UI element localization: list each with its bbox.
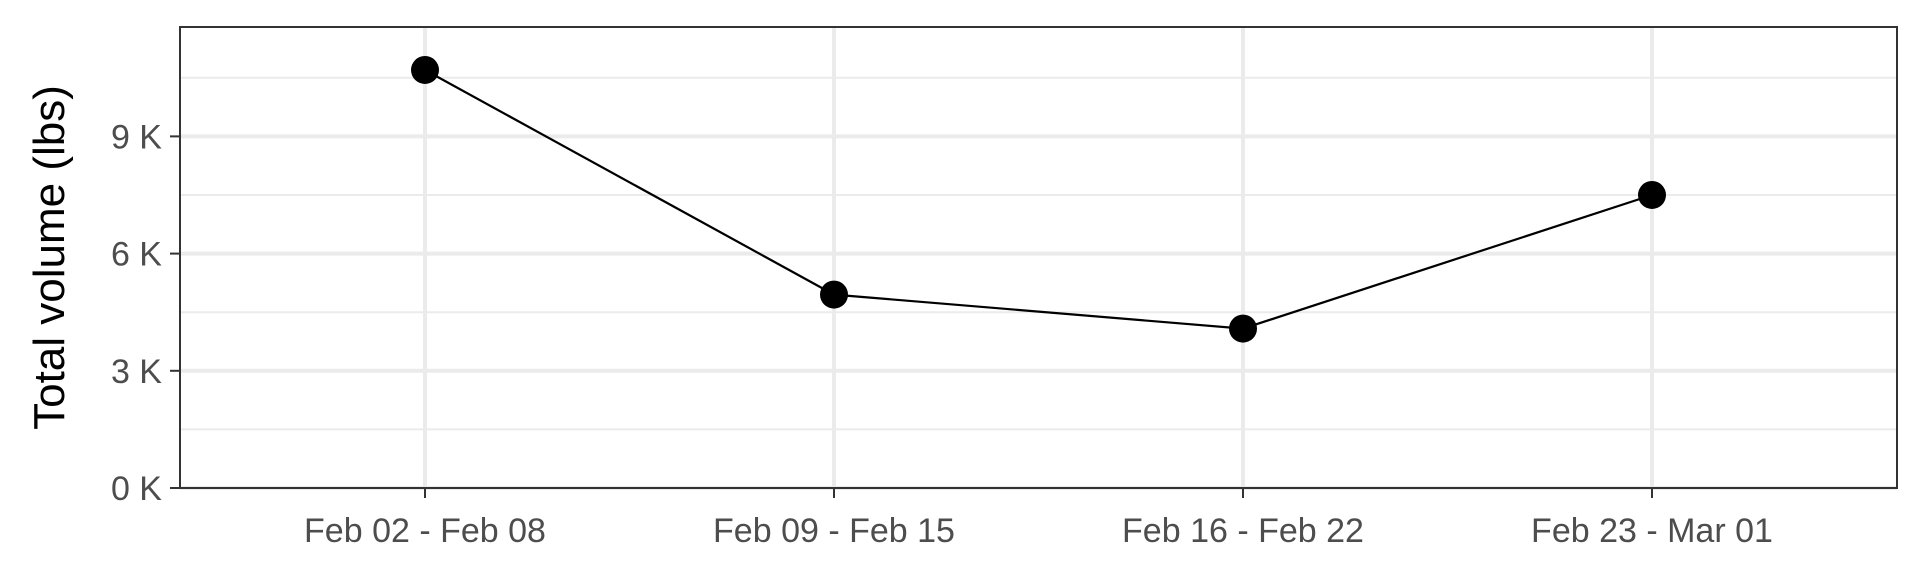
panel-border — [179, 26, 1898, 489]
series-line — [424, 69, 1653, 330]
x-tick-label: Feb 16 - Feb 22 — [1122, 512, 1364, 550]
data-point — [1229, 314, 1257, 343]
data-point — [411, 55, 439, 84]
y-tick-label: 6 K — [111, 236, 162, 274]
major-gridlines — [180, 27, 1897, 490]
y-axis: 0 K 3 K 6 K 9 K — [111, 118, 180, 508]
data-point — [1638, 180, 1666, 209]
y-tick-label: 0 K — [111, 470, 162, 508]
x-tick-label: Feb 02 - Feb 08 — [304, 512, 546, 550]
series-layer — [411, 55, 1666, 343]
x-tick-label: Feb 23 - Mar 01 — [1531, 512, 1773, 550]
x-tick-label: Feb 09 - Feb 15 — [713, 512, 955, 550]
x-axis: Feb 02 - Feb 08 Feb 09 - Feb 15 Feb 16 - F… — [304, 488, 1773, 550]
y-tick-label: 9 K — [111, 118, 162, 156]
y-tick-label: 3 K — [111, 353, 162, 391]
y-axis-title: Total volume (lbs) — [25, 85, 74, 430]
data-point — [820, 280, 848, 309]
